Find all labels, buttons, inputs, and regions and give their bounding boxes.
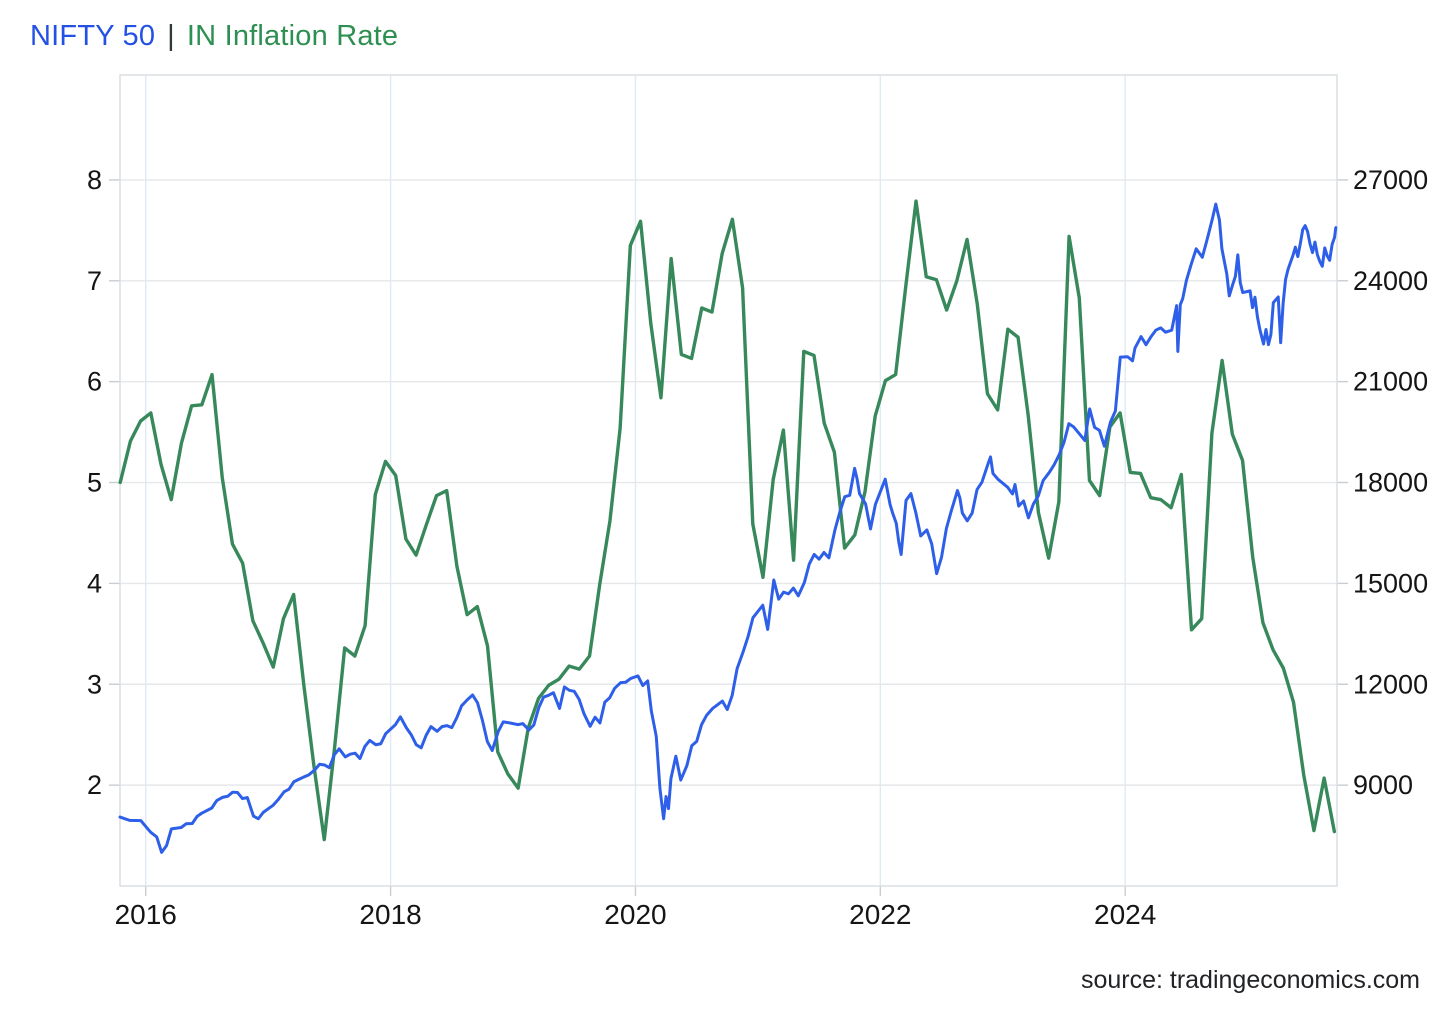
left-axis-label: 5	[87, 468, 102, 498]
left-axis-label: 4	[87, 568, 102, 598]
left-axis-label: 8	[87, 165, 102, 195]
right-axis-label: 15000	[1353, 568, 1428, 598]
x-axis-label: 2016	[115, 899, 177, 930]
right-axis-label: 9000	[1353, 770, 1413, 800]
nifty-50-line	[118, 202, 1338, 854]
left-axis-label: 6	[87, 367, 102, 397]
left-axis-label: 3	[87, 669, 102, 699]
title-divider: |	[167, 20, 175, 52]
left-axis-label: 7	[87, 266, 102, 296]
right-axis-label: 24000	[1353, 266, 1428, 296]
inflation-rate-line	[118, 199, 1337, 842]
plot-border	[119, 74, 1338, 887]
chart-title: NIFTY 50 | IN Inflation Rate	[30, 20, 398, 53]
x-axis-label: 2020	[604, 899, 666, 930]
right-axis-label: 21000	[1353, 367, 1428, 397]
x-axis-label: 2024	[1094, 899, 1156, 930]
right-axis-label: 12000	[1353, 669, 1428, 699]
right-axis-label: 27000	[1353, 165, 1428, 195]
source-attribution: source: tradingeconomics.com	[1080, 966, 1420, 994]
x-axis-label: 2018	[359, 899, 421, 930]
x-axis-label: 2022	[849, 899, 911, 930]
title-nifty-50: NIFTY 50	[30, 20, 156, 52]
title-in-inflation-rate: IN Inflation Rate	[186, 20, 399, 52]
left-axis-label: 2	[87, 770, 102, 800]
right-axis-label: 18000	[1353, 468, 1428, 498]
